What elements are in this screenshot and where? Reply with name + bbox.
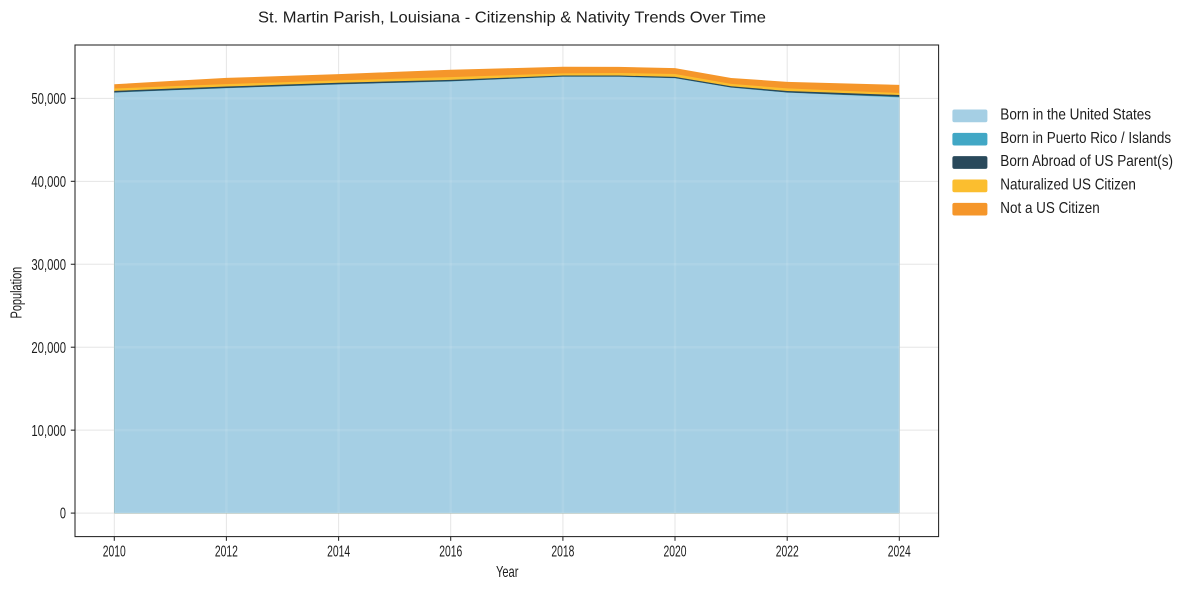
svg-text:2018: 2018 <box>551 544 574 561</box>
svg-text:0: 0 <box>60 506 66 523</box>
svg-text:St. Martin Parish, Louisiana -: St. Martin Parish, Louisiana - Citizensh… <box>258 10 766 27</box>
svg-text:2024: 2024 <box>888 544 911 561</box>
svg-text:20,000: 20,000 <box>31 340 66 357</box>
svg-text:30,000: 30,000 <box>31 257 66 274</box>
svg-text:2020: 2020 <box>664 544 687 561</box>
svg-text:Naturalized US Citizen: Naturalized US Citizen <box>1000 176 1136 193</box>
svg-text:Population: Population <box>9 267 26 319</box>
svg-text:2016: 2016 <box>439 544 462 561</box>
svg-text:2012: 2012 <box>215 544 238 561</box>
svg-text:Not a US Citizen: Not a US Citizen <box>1000 200 1099 217</box>
svg-text:50,000: 50,000 <box>31 91 66 108</box>
svg-text:Born in the United States: Born in the United States <box>1000 107 1151 124</box>
svg-text:Born Abroad of US Parent(s): Born Abroad of US Parent(s) <box>1000 153 1173 170</box>
svg-text:2014: 2014 <box>327 544 350 561</box>
svg-text:10,000: 10,000 <box>31 423 66 440</box>
svg-text:Born in Puerto Rico / Islands: Born in Puerto Rico / Islands <box>1000 130 1171 147</box>
svg-text:40,000: 40,000 <box>31 174 66 191</box>
svg-text:2022: 2022 <box>776 544 799 561</box>
svg-text:Year: Year <box>496 564 519 581</box>
svg-text:2010: 2010 <box>103 544 126 561</box>
